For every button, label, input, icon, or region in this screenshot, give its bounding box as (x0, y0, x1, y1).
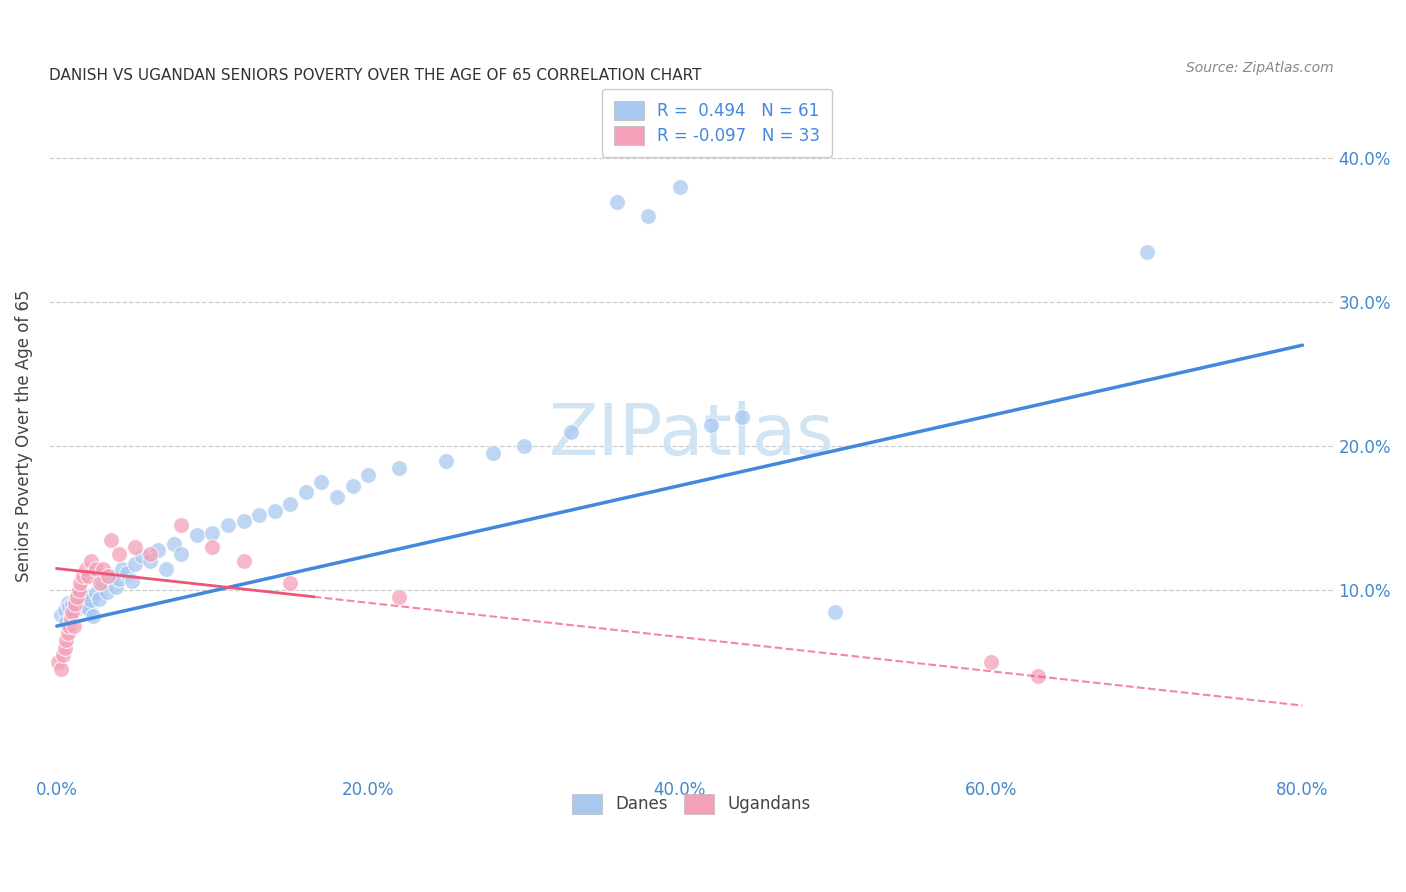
Point (46, 655, 69, 669)
Point (980, 655, 1002, 669)
Point (108, 547, 131, 561)
Point (162, 537, 184, 551)
Point (104, 580, 127, 594)
Point (481, 446, 503, 460)
Point (131, 549, 153, 563)
Point (80, 554, 103, 568)
Point (69, 575, 91, 590)
Point (311, 475, 333, 490)
Point (170, 518, 193, 533)
Point (51, 662, 73, 676)
Point (87, 591, 110, 606)
Point (53, 603, 76, 617)
Point (69, 591, 91, 605)
Text: ZIPatlas: ZIPatlas (548, 401, 834, 470)
Point (96, 584, 118, 599)
Point (89, 575, 111, 590)
Point (70, 599, 93, 613)
Point (97, 568, 120, 582)
Point (146, 542, 169, 557)
Point (1026, 669, 1049, 683)
Point (60, 605, 83, 619)
Legend: Danes, Ugandans: Danes, Ugandans (564, 786, 820, 822)
Text: Source: ZipAtlas.com: Source: ZipAtlas.com (1187, 61, 1334, 75)
Point (111, 561, 134, 575)
Point (115, 566, 138, 580)
Point (155, 561, 177, 575)
Point (84, 586, 107, 600)
Point (56, 596, 79, 610)
Point (186, 528, 208, 542)
Point (139, 554, 162, 568)
Point (55, 615, 77, 629)
Point (75, 589, 97, 603)
Point (247, 508, 270, 523)
Point (124, 558, 146, 572)
Point (108, 572, 131, 586)
Point (278, 497, 301, 511)
Point (53, 640, 76, 655)
Point (66, 591, 89, 605)
Point (52, 648, 75, 662)
Point (67, 583, 90, 598)
Point (668, 180, 690, 194)
Point (170, 547, 193, 561)
Point (65, 593, 87, 607)
Point (72, 591, 94, 606)
Point (700, 417, 723, 432)
Point (326, 490, 349, 504)
Point (93, 575, 115, 590)
Point (55, 633, 77, 648)
Point (342, 479, 364, 493)
Y-axis label: Seniors Poverty Over the Age of 65: Seniors Poverty Over the Age of 65 (15, 289, 32, 582)
Point (75, 561, 97, 575)
Point (434, 453, 457, 467)
Point (139, 547, 162, 561)
Point (51, 607, 73, 622)
Point (56, 626, 79, 640)
Point (1136, 244, 1159, 259)
Point (232, 554, 254, 568)
Point (63, 605, 86, 619)
Point (72, 568, 94, 582)
Text: DANISH VS UGANDAN SENIORS POVERTY OVER THE AGE OF 65 CORRELATION CHART: DANISH VS UGANDAN SENIORS POVERTY OVER T… (49, 68, 702, 83)
Point (824, 605, 846, 619)
Point (100, 568, 122, 582)
Point (67, 594, 90, 608)
Point (65, 598, 87, 612)
Point (124, 540, 146, 554)
Point (58, 619, 80, 633)
Point (637, 209, 659, 223)
Point (59, 612, 82, 626)
Point (606, 194, 628, 209)
Point (278, 575, 301, 590)
Point (60, 598, 83, 612)
Point (731, 410, 754, 425)
Point (59, 609, 82, 624)
Point (263, 504, 285, 518)
Point (513, 439, 536, 453)
Point (77, 568, 100, 582)
Point (77, 596, 100, 610)
Point (201, 525, 224, 540)
Point (66, 602, 89, 616)
Point (217, 518, 239, 533)
Point (93, 561, 115, 575)
Point (388, 460, 411, 475)
Point (388, 591, 411, 605)
Point (232, 514, 254, 528)
Point (100, 533, 122, 547)
Point (84, 561, 107, 575)
Point (82, 609, 104, 624)
Point (80, 593, 103, 607)
Point (121, 574, 143, 589)
Point (58, 600, 80, 615)
Point (357, 467, 380, 482)
Point (560, 425, 582, 439)
Point (201, 540, 224, 554)
Point (73, 600, 96, 615)
Point (63, 619, 86, 633)
Point (295, 485, 318, 500)
Point (79, 602, 101, 616)
